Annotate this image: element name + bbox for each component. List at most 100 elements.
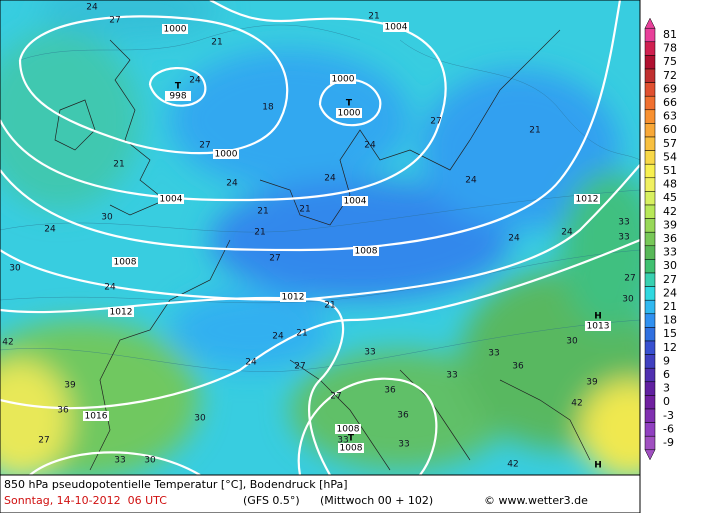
isobar-label: 1008 [355,247,378,257]
contour-label: 24 [324,174,336,184]
contour-label: 27 [109,16,120,26]
colorbar-swatch [644,259,656,274]
colorbar-swatch [644,354,656,369]
pressure-center-bg [585,321,611,331]
colorbar-label: 6 [663,368,670,381]
pressure-center-bg [165,91,191,101]
contour-label: 21 [529,126,540,136]
contour-label: 39 [586,378,598,388]
footer-title: 850 hPa pseudopotentielle Temperatur [°C… [4,478,348,491]
pressure-center-value: 998 [169,92,186,102]
colorbar-swatch [644,82,656,97]
contour-label: 21 [211,38,222,48]
isobar-label: 1016 [85,412,108,422]
colorbar-swatch [644,272,656,287]
colorbar-label: 21 [663,300,677,313]
pressure-center-symbol: H [594,461,602,471]
colorbar-label: 36 [663,232,677,245]
colorbar-swatch [644,150,656,165]
isobar-label-bg [108,307,134,317]
pressure-center-bg [338,443,364,453]
contour-label: 24 [86,3,98,13]
isobar-label: 1012 [110,308,133,318]
contour-label: 21 [254,228,265,238]
isobar-label: 1008 [337,425,360,435]
contour-label: 33 [337,436,348,446]
footer-run: (Mittwoch 00 + 102) [320,494,433,507]
contour-label: 33 [618,233,629,243]
contour-label: 36 [57,406,69,416]
contour-label: 30 [9,264,21,274]
pressure-center-value: 1000 [338,109,361,119]
pressure-center-symbol: T [348,434,355,444]
colorbar-label: -9 [663,436,674,449]
contour-label: 21 [113,160,124,170]
colorbar-top-arrow [644,17,656,29]
contour-label: 27 [430,117,441,127]
pressure-center-symbol: H [594,312,602,322]
contour-label: 21 [299,205,310,215]
contour-label: 30 [101,213,113,223]
contour-label: 27 [294,362,305,372]
contour-label: 27 [199,141,210,151]
colorbar-label: -6 [663,422,674,435]
isobar-label-bg [162,24,188,34]
contour-label: 42 [571,399,582,409]
contour-label: 42 [2,338,13,348]
colorbar: 8178757269666360575451484542393633302724… [644,17,677,461]
contour-label: 30 [194,414,206,424]
colorbar-swatch [644,204,656,219]
colorbar-label: 63 [663,110,677,123]
isobar-label: 1012 [282,293,305,303]
pressure-center-symbol: T [175,82,182,92]
colorbar-label: 45 [663,191,677,204]
colorbar-swatch [644,231,656,247]
colorbar-label: 81 [663,28,677,41]
contour-label: 27 [624,274,635,284]
contour-label: 24 [364,141,376,151]
contour-label: 30 [622,295,634,305]
isobar-label-bg [158,194,184,204]
contour-label: 27 [38,436,49,446]
contour-label: 36 [512,362,524,372]
isobar-label: 1000 [332,75,355,85]
contour-label: 36 [384,386,396,396]
isobar-label: 1004 [344,197,367,207]
colorbar-swatch [644,313,656,328]
contour-label: 21 [324,301,335,311]
pressure-center-value: 1013 [587,322,610,332]
colorbar-label: 75 [663,55,677,68]
contour-label: 33 [114,456,125,466]
colorbar-swatch [644,367,656,383]
colorbar-swatch [644,109,656,124]
colorbar-swatch [644,340,656,355]
colorbar-swatch [644,163,656,179]
contour-label: 27 [330,392,341,402]
colorbar-swatch [644,245,656,260]
contour-label: 21 [257,207,268,217]
isobar-label-bg [83,411,109,421]
pressure-center-value: 1008 [340,444,363,454]
colorbar-swatch [644,327,656,342]
contour-label: 21 [368,12,379,22]
contour-label: 33 [446,371,457,381]
isobar-label-bg [112,257,138,267]
contour-label: 24 [561,228,573,238]
colorbar-label: 72 [663,69,677,82]
contour-label: 24 [226,179,238,189]
contour-label: 39 [64,381,76,391]
colorbar-swatch [644,27,656,43]
contour-label: 33 [488,349,499,359]
colorbar-swatch [644,41,656,56]
contour-label: 42 [507,460,518,470]
colorbar-label: 42 [663,205,677,218]
colorbar-label: 69 [663,82,677,95]
isobar-label: 1000 [215,150,238,160]
colorbar-swatch [644,136,656,151]
isobar-label-bg [353,246,379,256]
colorbar-label: 3 [663,382,670,395]
colorbar-swatch [644,68,656,83]
isobars [0,0,640,475]
footer-box [0,474,641,514]
